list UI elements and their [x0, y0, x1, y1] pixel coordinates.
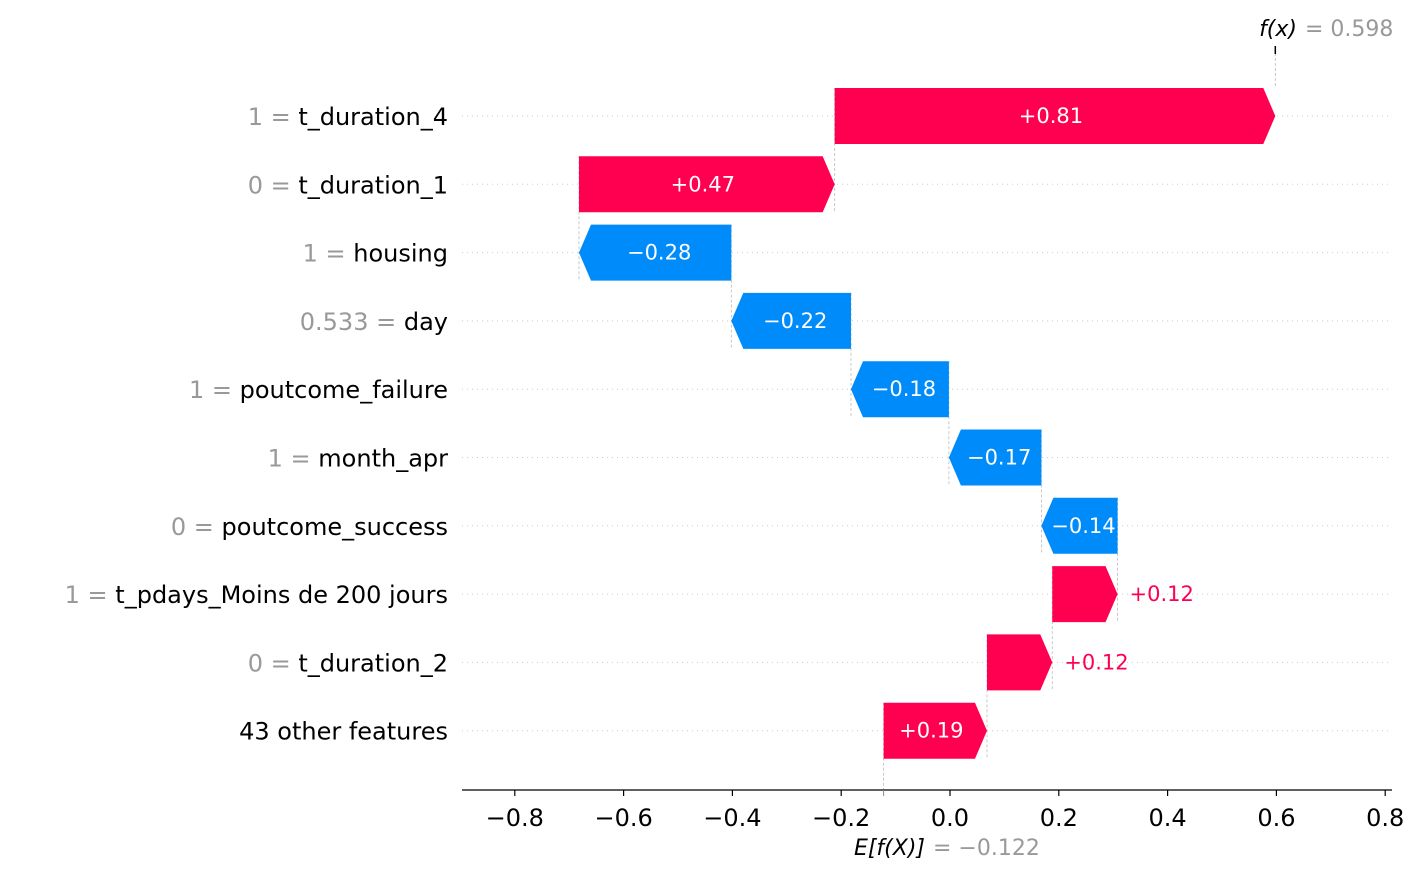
- waterfall-bar: [1052, 566, 1118, 623]
- x-tick-label: −0.6: [594, 804, 652, 832]
- x-tick-label: 0.4: [1149, 804, 1187, 832]
- waterfall-bar: [1041, 497, 1118, 554]
- x-tick-label: −0.4: [703, 804, 761, 832]
- feature-value: 1 =: [303, 240, 354, 268]
- output-annotation: f(x) = 0.598: [1259, 17, 1393, 42]
- waterfall-bar: [731, 292, 851, 349]
- feature-label: 0 = t_duration_1: [248, 171, 448, 199]
- contribution-label: −0.22: [763, 309, 827, 333]
- waterfall-bar: [883, 702, 987, 759]
- feature-name: poutcome_failure: [240, 376, 448, 404]
- contribution-label: +0.19: [899, 719, 963, 743]
- waterfall-bar: [850, 361, 949, 418]
- contribution-label: −0.14: [1051, 514, 1115, 538]
- contribution-label: +0.81: [1019, 104, 1083, 128]
- contribution-label: +0.12: [1064, 650, 1128, 674]
- waterfall-bar: [986, 634, 1053, 691]
- x-tick-label: 0.8: [1366, 804, 1404, 832]
- x-tick-label: −0.8: [486, 804, 544, 832]
- feature-value: 0 =: [248, 649, 299, 677]
- x-tick-label: 0.0: [931, 804, 969, 832]
- ex-label: E[f(X)]: [854, 836, 925, 861]
- feature-name: poutcome_success: [222, 513, 448, 541]
- waterfall-bar: [948, 429, 1042, 486]
- feature-name: t_pdays_Moins de 200 jours: [115, 581, 448, 609]
- contribution-label: −0.18: [872, 377, 936, 401]
- feature-value: 1 =: [189, 376, 240, 404]
- feature-name: day: [404, 308, 448, 336]
- feature-label: 1 = housing: [303, 240, 448, 268]
- x-tick-label: 0.6: [1257, 804, 1295, 832]
- fx-value: = 0.598: [1305, 17, 1393, 42]
- feature-labels: 1 = t_duration_4 0 = t_duration_1 1 = hous…: [65, 103, 448, 746]
- feature-value: 0 =: [248, 171, 299, 199]
- feature-name: housing: [353, 240, 448, 268]
- feature-name: t_duration_4: [298, 103, 448, 131]
- fx-label: f(x): [1259, 17, 1297, 42]
- x-tick-label: −0.2: [812, 804, 870, 832]
- feature-label: 0 = poutcome_success: [171, 513, 448, 541]
- feature-value: 1 =: [268, 445, 319, 473]
- feature-name: 43 other features: [239, 718, 448, 746]
- feature-label: 1 = t_duration_4: [248, 103, 448, 131]
- feature-name: t_duration_2: [298, 649, 448, 677]
- x-tick-label: 0.2: [1040, 804, 1078, 832]
- waterfall-bar: [578, 156, 835, 213]
- feature-value: 0 =: [171, 513, 222, 541]
- feature-label: 1 = month_apr: [268, 445, 448, 473]
- feature-label: 0 = t_duration_2: [248, 649, 448, 677]
- feature-label: 43 other features: [239, 718, 448, 746]
- base-annotation: E[f(X)] = −0.122: [854, 836, 1040, 861]
- feature-label: 0.533 = day: [300, 308, 448, 336]
- feature-label: 1 = poutcome_failure: [189, 376, 448, 404]
- contribution-label: −0.28: [627, 241, 691, 265]
- feature-value: 1 =: [248, 103, 299, 131]
- contribution-label: +0.47: [671, 172, 735, 196]
- feature-name: t_duration_1: [298, 171, 448, 199]
- feature-label: 1 = t_pdays_Moins de 200 jours: [65, 581, 448, 609]
- feature-value: 1 =: [65, 581, 116, 609]
- contribution-label: +0.12: [1130, 582, 1194, 606]
- bars: +0.81 +0.47 −0.28 −0.22 −0.18 −0.17 −0.14 +0.12…: [578, 88, 1276, 759]
- contribution-label: −0.17: [967, 446, 1031, 470]
- ex-value: = −0.122: [933, 836, 1040, 861]
- feature-value: 0.533 =: [300, 308, 404, 336]
- waterfall-bar: [578, 224, 732, 281]
- x-axis: −0.8 −0.6 −0.4 −0.2 0.0 0.2 0.4 0.6 0.8: [462, 789, 1404, 832]
- feature-name: month_apr: [318, 445, 448, 473]
- waterfall-bar: [834, 88, 1276, 144]
